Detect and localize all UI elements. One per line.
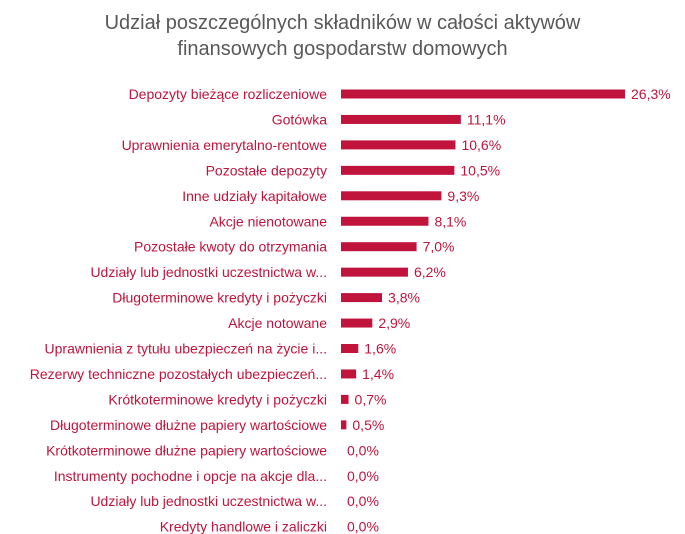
category-label: Długoterminowe kredyty i pożyczki xyxy=(112,290,327,306)
value-label: 0,5% xyxy=(352,417,384,433)
chart-title-line-2: finansowych gospodarstw domowych xyxy=(177,38,508,60)
category-label: Udziały lub jednostki uczestnictwa w... xyxy=(90,264,327,280)
category-label: Akcje nienotowane xyxy=(209,213,327,229)
category-label: Akcje notowane xyxy=(228,315,327,331)
category-label: Krótkoterminowe kredyty i pożyczki xyxy=(108,391,327,407)
value-label: 0,0% xyxy=(347,493,379,509)
value-label: 7,0% xyxy=(423,239,455,255)
bar xyxy=(341,191,442,201)
value-label: 3,8% xyxy=(388,290,420,306)
value-label: 1,6% xyxy=(364,341,396,357)
bar xyxy=(341,369,357,379)
value-label: 1,4% xyxy=(362,366,394,382)
category-label: Długoterminowe dłużne papiery wartościow… xyxy=(50,417,327,433)
category-label: Gotówka xyxy=(272,111,327,127)
bar xyxy=(341,394,349,404)
value-label: 0,0% xyxy=(347,442,379,458)
value-label: 0,0% xyxy=(347,468,379,484)
value-label: 0,7% xyxy=(355,391,387,407)
category-label: Kredyty handlowe i zaliczki xyxy=(160,519,327,534)
category-label: Udziały lub jednostki uczestnictwa w... xyxy=(90,493,327,509)
value-label: 2,9% xyxy=(378,315,410,331)
bar xyxy=(341,165,455,175)
category-label: Inne udziały kapitałowe xyxy=(182,188,327,204)
category-label: Rezerwy techniczne pozostałych ubezpiecz… xyxy=(30,366,327,382)
bar xyxy=(341,114,461,124)
bar xyxy=(341,216,429,226)
bar xyxy=(341,242,417,252)
bar xyxy=(341,344,359,353)
value-label: 9,3% xyxy=(447,188,479,204)
value-label: 0,0% xyxy=(347,519,379,534)
bar xyxy=(341,140,456,150)
bar xyxy=(341,267,408,277)
value-label: 10,5% xyxy=(460,162,500,178)
bar xyxy=(341,420,347,430)
chart-title-line-1: Udział poszczególnych składników w całoś… xyxy=(104,12,581,34)
category-label: Krótkoterminowe dłużne papiery wartościo… xyxy=(46,442,327,458)
value-label: 11,1% xyxy=(467,111,506,127)
chart-title: Udział poszczególnych składników w całoś… xyxy=(0,10,685,62)
value-label: 6,2% xyxy=(414,264,446,280)
category-label: Pozostałe depozyty xyxy=(206,162,327,178)
bar xyxy=(341,318,373,328)
value-label: 26,3% xyxy=(631,86,671,102)
category-label: Pozostałe kwoty do otrzymania xyxy=(134,239,327,255)
value-label: 10,6% xyxy=(461,137,501,153)
value-label: 8,1% xyxy=(434,213,466,229)
category-label: Instrumenty pochodne i opcje na akcje dl… xyxy=(54,468,327,484)
category-label: Uprawnienia emerytalno-rentowe xyxy=(122,137,328,153)
category-label: Depozyty bieżące rozliczeniowe xyxy=(129,86,328,102)
bar xyxy=(341,89,625,99)
bar xyxy=(341,293,383,303)
category-label: Uprawnienia z tytułu ubezpieczeń na życi… xyxy=(45,341,327,357)
